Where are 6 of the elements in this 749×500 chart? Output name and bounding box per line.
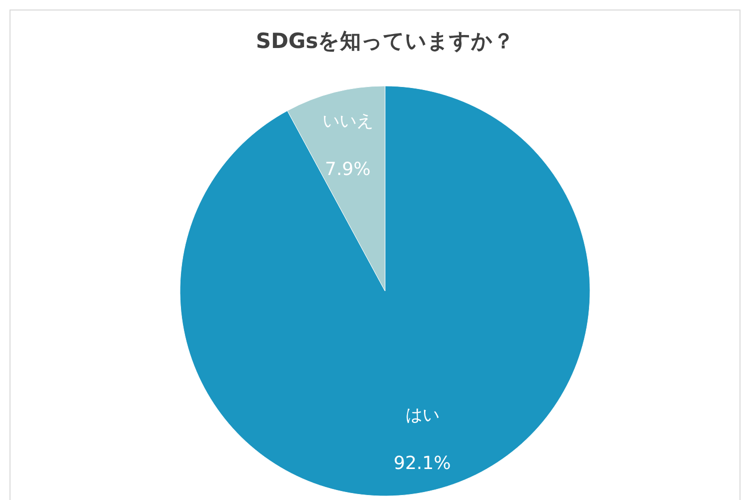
data-label: 7.9% [324,158,371,180]
chart-title: SDGsを知っていますか？ [256,29,514,53]
slice-label: いいえ [322,112,374,132]
data-label: 92.1% [394,452,451,474]
pie-slice [180,86,590,496]
slice-label: はい [405,406,440,426]
